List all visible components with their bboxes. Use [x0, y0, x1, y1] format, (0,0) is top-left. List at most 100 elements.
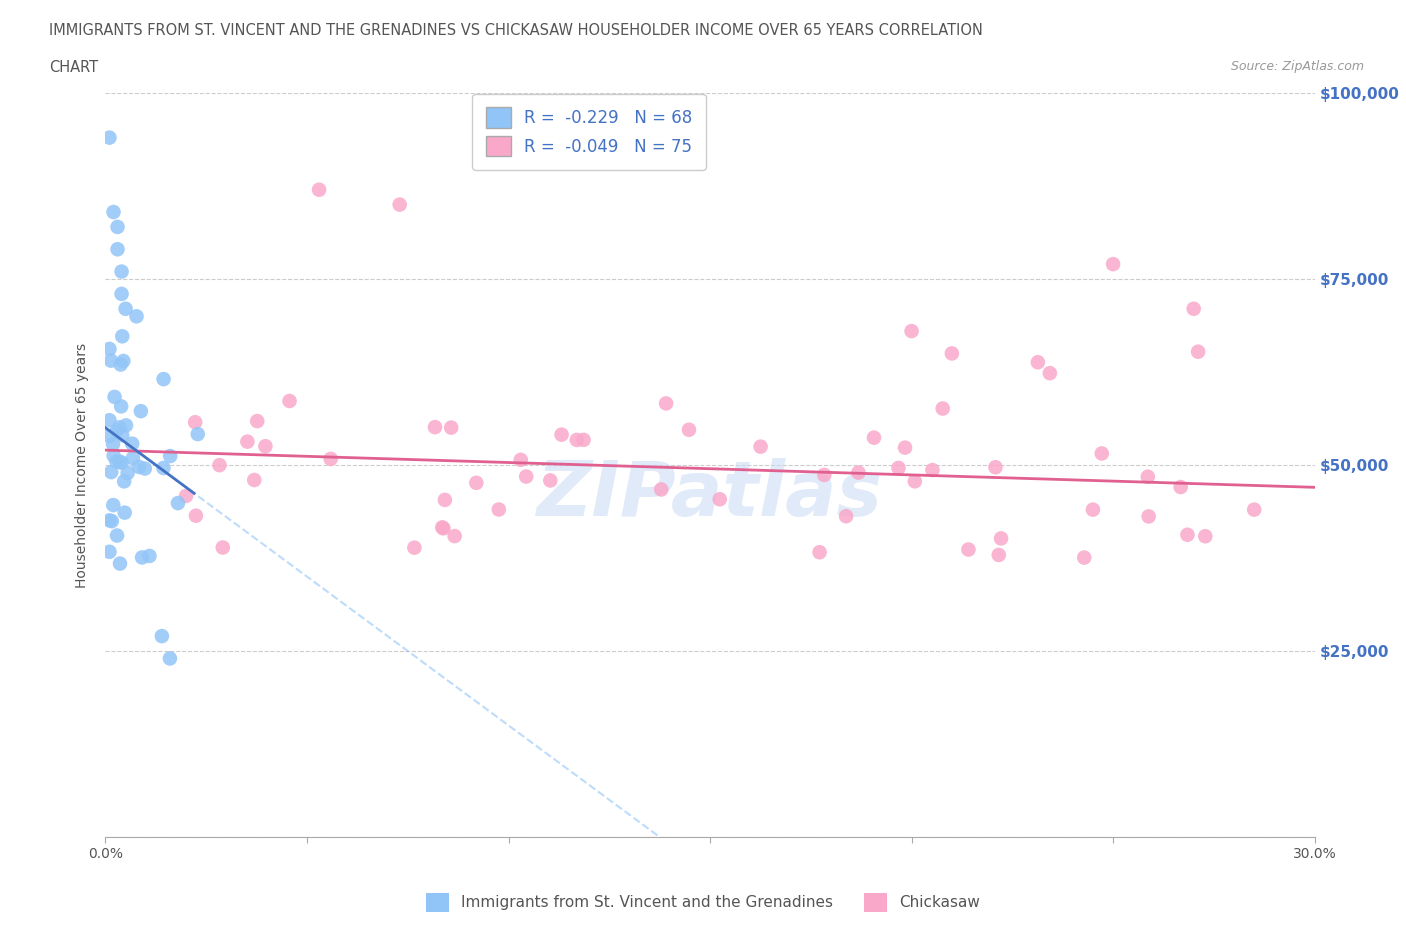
Point — [103, 390, 125, 405]
Point — [152, 372, 174, 387]
Point — [319, 451, 342, 466]
Text: Source: ZipAtlas.com: Source: ZipAtlas.com — [1230, 60, 1364, 73]
Point — [243, 472, 266, 487]
Point — [1177, 527, 1199, 542]
Point — [432, 521, 454, 536]
Point — [813, 468, 835, 483]
Point — [488, 502, 510, 517]
Point — [131, 550, 153, 565]
Point — [138, 549, 160, 564]
Point — [110, 286, 132, 301]
Point — [957, 542, 980, 557]
Point — [98, 429, 121, 444]
Point — [129, 404, 152, 418]
Point — [1243, 502, 1265, 517]
Point — [904, 474, 927, 489]
Legend: Immigrants from St. Vincent and the Grenadines, Chickasaw: Immigrants from St. Vincent and the Gren… — [420, 887, 986, 918]
Point — [100, 465, 122, 480]
Point — [208, 458, 231, 472]
Point — [107, 242, 129, 257]
Point — [440, 420, 463, 435]
Point — [1194, 529, 1216, 544]
Point — [308, 182, 330, 197]
Point — [184, 509, 207, 524]
Point — [894, 440, 917, 455]
Point — [98, 513, 121, 528]
Point — [678, 422, 700, 437]
Point — [98, 130, 121, 145]
Point — [125, 309, 148, 324]
Text: IMMIGRANTS FROM ST. VINCENT AND THE GRENADINES VS CHICKASAW HOUSEHOLDER INCOME O: IMMIGRANTS FROM ST. VINCENT AND THE GREN… — [49, 23, 983, 38]
Point — [98, 341, 121, 356]
Point — [108, 419, 131, 434]
Point — [122, 450, 145, 465]
Point — [159, 448, 181, 463]
Point — [887, 460, 910, 475]
Point — [105, 454, 128, 469]
Point — [117, 466, 139, 481]
Point — [111, 428, 134, 443]
Point — [465, 475, 488, 490]
Point — [187, 427, 209, 442]
Point — [423, 419, 446, 434]
Point — [709, 492, 731, 507]
Point — [112, 353, 135, 368]
Point — [655, 396, 678, 411]
Point — [565, 432, 588, 447]
Point — [167, 496, 190, 511]
Point — [900, 324, 922, 339]
Point — [941, 346, 963, 361]
Point — [110, 357, 132, 372]
Point — [114, 301, 136, 316]
Point — [1039, 365, 1062, 380]
Point — [128, 459, 150, 474]
Point — [835, 509, 858, 524]
Point — [987, 548, 1010, 563]
Point — [121, 436, 143, 451]
Point — [509, 452, 531, 467]
Point — [111, 456, 134, 471]
Point — [107, 219, 129, 234]
Point — [990, 531, 1012, 546]
Point — [108, 455, 131, 470]
Point — [110, 264, 132, 279]
Point — [105, 423, 128, 438]
Point — [1182, 301, 1205, 316]
Point — [550, 427, 572, 442]
Point — [254, 439, 277, 454]
Point — [432, 520, 454, 535]
Point — [921, 462, 943, 477]
Point — [572, 432, 595, 447]
Point — [433, 493, 456, 508]
Point — [848, 465, 870, 480]
Text: CHART: CHART — [49, 60, 98, 75]
Point — [152, 460, 174, 475]
Point — [111, 329, 134, 344]
Legend: R =  -0.229   N = 68, R =  -0.049   N = 75: R = -0.229 N = 68, R = -0.049 N = 75 — [472, 94, 706, 169]
Point — [278, 393, 301, 408]
Point — [443, 528, 465, 543]
Point — [103, 448, 125, 463]
Text: ZIPatlas: ZIPatlas — [537, 458, 883, 532]
Point — [984, 459, 1007, 474]
Point — [159, 651, 181, 666]
Point — [1137, 509, 1160, 524]
Point — [808, 545, 831, 560]
Point — [103, 498, 125, 512]
Point — [150, 629, 173, 644]
Point — [1081, 502, 1104, 517]
Point — [1073, 551, 1095, 565]
Y-axis label: Householder Income Over 65 years: Householder Income Over 65 years — [76, 342, 90, 588]
Point — [931, 401, 953, 416]
Point — [110, 399, 132, 414]
Point — [112, 474, 135, 489]
Point — [184, 415, 207, 430]
Point — [174, 488, 197, 503]
Point — [100, 353, 122, 368]
Point — [236, 434, 259, 449]
Point — [749, 439, 772, 454]
Point — [108, 556, 131, 571]
Point — [98, 413, 121, 428]
Point — [404, 540, 426, 555]
Point — [1026, 355, 1049, 370]
